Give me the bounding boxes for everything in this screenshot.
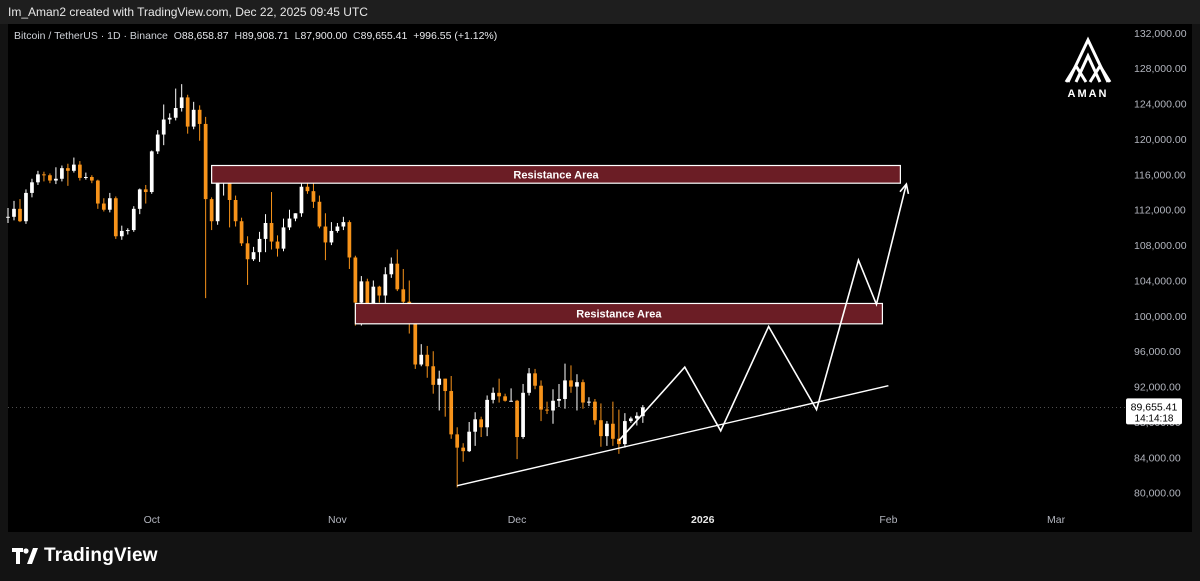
symbol-title: Bitcoin / TetherUS · 1D · Binance xyxy=(14,30,168,42)
tradingview-logo-text: TradingView xyxy=(44,545,158,566)
footer xyxy=(0,532,1200,581)
chart-panel[interactable] xyxy=(8,24,1192,532)
attribution-text: Im_Aman2 created with TradingView.com, D… xyxy=(8,5,368,19)
attribution-bar: Im_Aman2 created with TradingView.com, D… xyxy=(0,0,1200,24)
tradingview-logo: TradingView xyxy=(12,543,158,569)
close-value: 89,655.41 xyxy=(360,30,408,42)
change-value: +996.55 (+1.12%) xyxy=(413,30,498,42)
symbol-legend: Bitcoin / TetherUS · 1D · Binance O88,65… xyxy=(14,30,498,42)
tradingview-mark-icon xyxy=(12,548,38,564)
high-value: 89,908.71 xyxy=(242,30,289,42)
open-value: 88,658.87 xyxy=(181,30,229,42)
low-value: 87,900.00 xyxy=(300,30,348,42)
